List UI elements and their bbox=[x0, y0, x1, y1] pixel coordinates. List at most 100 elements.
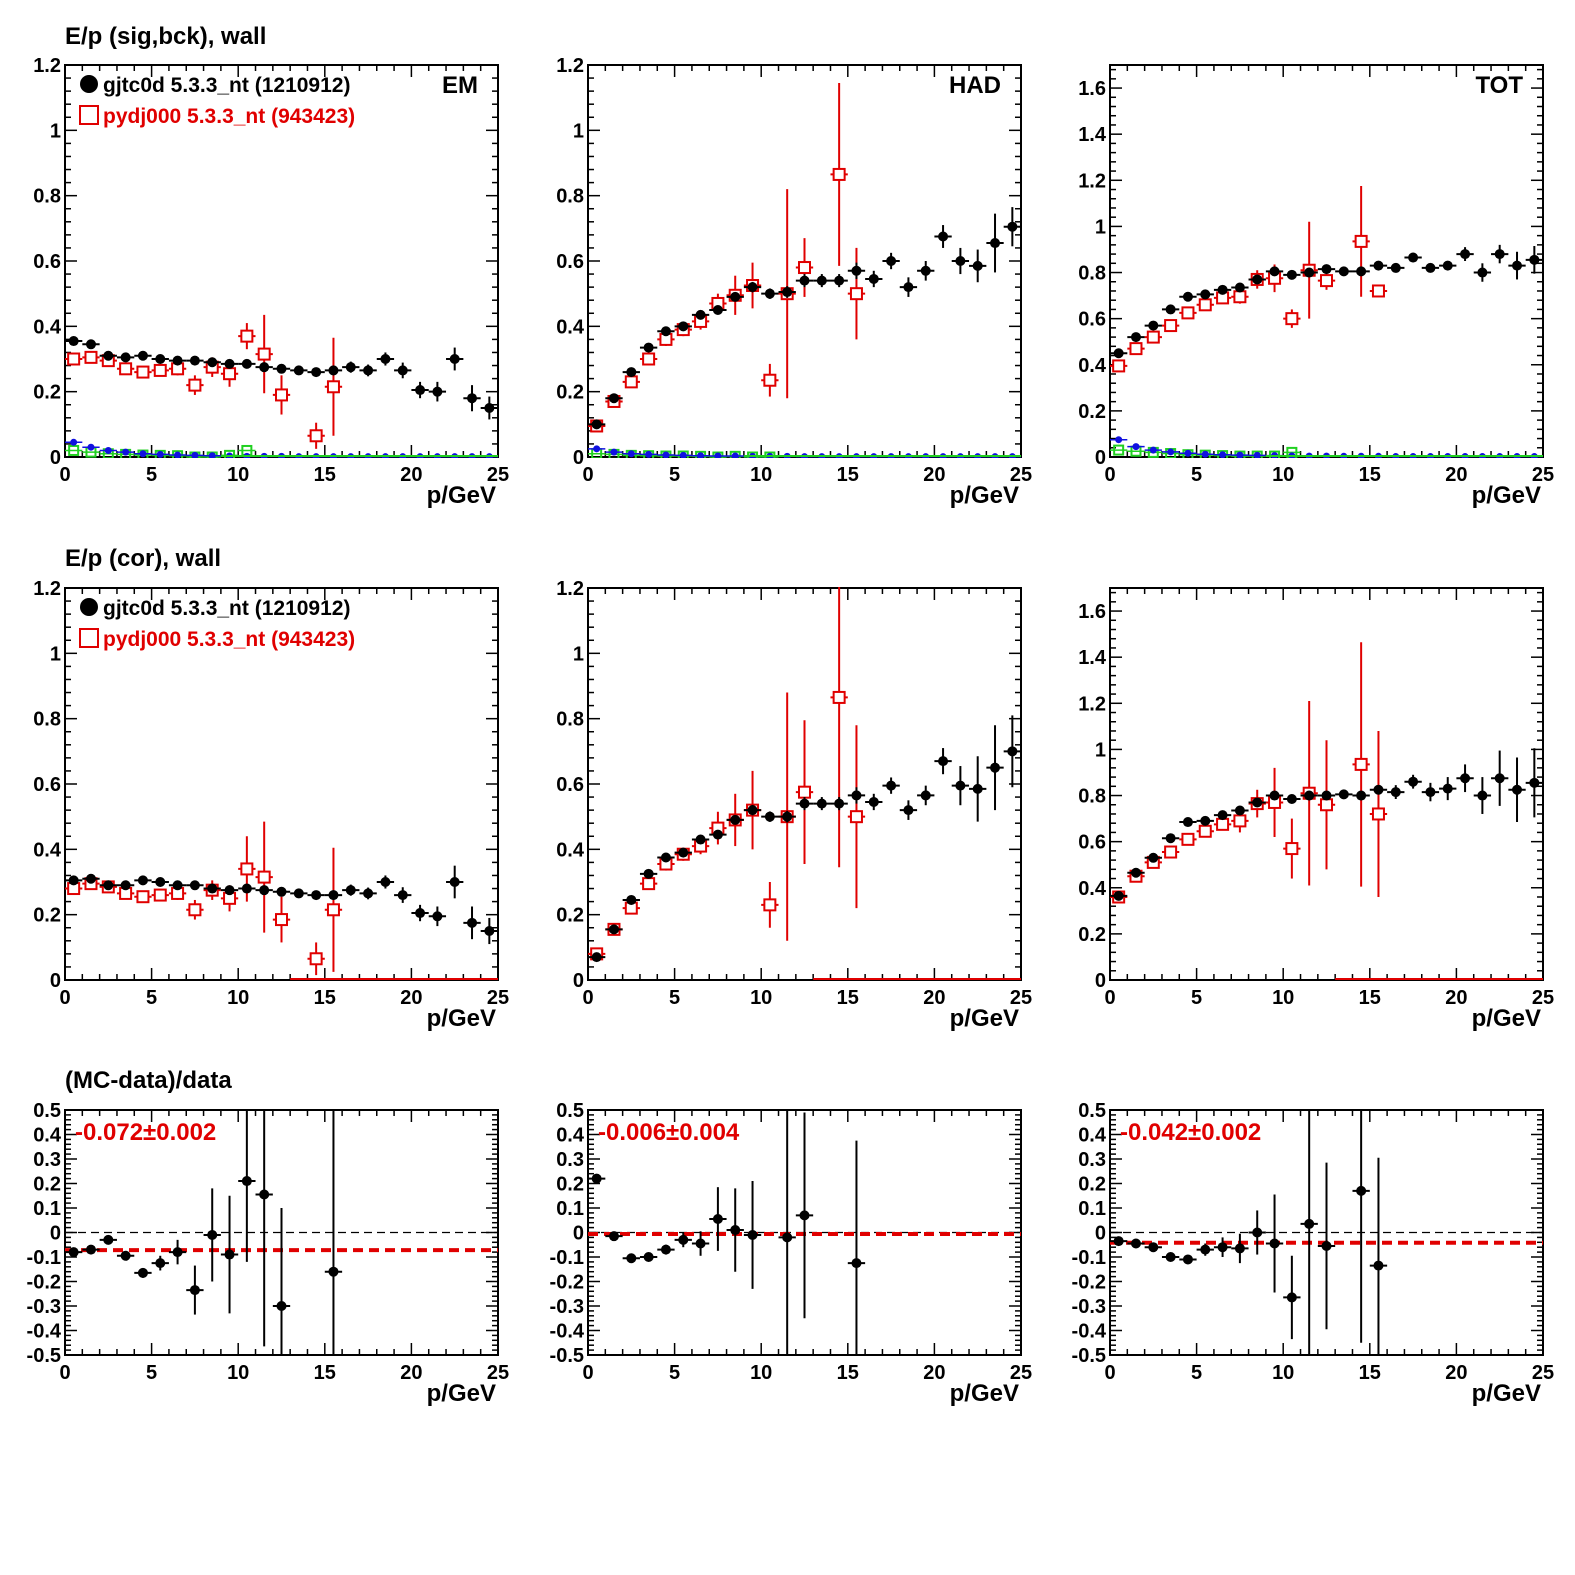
data-point bbox=[868, 273, 879, 284]
data-point bbox=[990, 238, 1001, 249]
data-point bbox=[1200, 1244, 1211, 1255]
y-tick-label: -0.5 bbox=[27, 1345, 61, 1367]
data-point bbox=[276, 886, 287, 897]
data-point bbox=[903, 282, 914, 293]
data-point bbox=[1442, 783, 1453, 794]
data-point bbox=[730, 291, 741, 302]
bck-mc-point bbox=[1199, 449, 1211, 458]
data-point bbox=[747, 805, 758, 816]
mc-point bbox=[1233, 814, 1247, 828]
data-point bbox=[276, 363, 287, 374]
y-tick-label: 1.4 bbox=[1078, 124, 1107, 146]
y-tick-label: -0.2 bbox=[550, 1272, 584, 1294]
data-point bbox=[1321, 790, 1332, 801]
y-tick-label: -0.2 bbox=[1072, 1272, 1106, 1294]
x-tick-label: 25 bbox=[1532, 1362, 1554, 1384]
data-point bbox=[747, 1229, 758, 1240]
y-tick-label: 1.2 bbox=[556, 578, 584, 600]
x-tick-label: 15 bbox=[314, 987, 336, 1009]
mc-point bbox=[763, 898, 777, 912]
data-point bbox=[467, 917, 478, 928]
data-point bbox=[1304, 267, 1315, 278]
mc-point bbox=[67, 352, 81, 366]
bck-data-point bbox=[610, 448, 618, 456]
y-tick-label: -0.3 bbox=[1072, 1296, 1106, 1318]
plot-frame bbox=[1109, 64, 1544, 458]
series-group bbox=[588, 82, 1021, 458]
x-tick-label: 25 bbox=[1010, 464, 1032, 486]
x-tick-label: 5 bbox=[669, 464, 680, 486]
fit-result-label: -0.006±0.004 bbox=[598, 1119, 740, 1146]
x-tick-label: 15 bbox=[837, 987, 859, 1009]
data-point bbox=[1477, 267, 1488, 278]
y-tick-label: 0.8 bbox=[33, 186, 61, 208]
mc-point bbox=[1354, 757, 1368, 771]
y-tick-label: 0.8 bbox=[1078, 786, 1106, 808]
data-point bbox=[207, 357, 218, 368]
y-tick-label: 1 bbox=[573, 643, 584, 665]
data-point bbox=[363, 888, 374, 899]
mc-point bbox=[309, 429, 323, 443]
y-tick-label: 0 bbox=[1095, 447, 1106, 469]
y-tick-label: 0.2 bbox=[1078, 401, 1106, 423]
y-tick-label: -0.4 bbox=[1072, 1321, 1107, 1343]
data-point bbox=[747, 282, 758, 293]
legend: gjtc0d 5.3.3_nt (1210912) pydj000 5.3.3_n… bbox=[79, 74, 355, 128]
mc-point bbox=[1181, 306, 1195, 320]
x-tick-label: 10 bbox=[227, 987, 249, 1009]
data-point bbox=[643, 1252, 654, 1262]
x-tick-label: 0 bbox=[582, 464, 593, 486]
y-tick-label: 1.2 bbox=[33, 55, 61, 77]
data-point bbox=[1425, 262, 1436, 273]
mc-point bbox=[240, 862, 254, 876]
x-axis-label: p/GeV bbox=[427, 1005, 496, 1032]
data-point bbox=[415, 908, 426, 919]
data-point bbox=[1130, 332, 1141, 343]
data-point bbox=[85, 873, 96, 884]
mc-point bbox=[119, 362, 133, 376]
y-tick-label: -0.1 bbox=[27, 1247, 61, 1269]
bck-data-point bbox=[731, 452, 739, 458]
data-point bbox=[1494, 249, 1505, 260]
y-tick-label: 0.4 bbox=[33, 1125, 62, 1147]
x-tick-label: 0 bbox=[59, 1362, 70, 1384]
data-point bbox=[1338, 266, 1349, 277]
mc-point bbox=[1129, 342, 1143, 356]
x-tick-label: 10 bbox=[1272, 987, 1294, 1009]
data-point bbox=[172, 880, 183, 891]
data-point bbox=[1460, 773, 1471, 784]
bck-data-point bbox=[70, 438, 78, 446]
y-tick-label: -0.1 bbox=[550, 1247, 584, 1269]
x-axis-label: p/GeV bbox=[950, 1005, 1019, 1032]
y-tick-label: 0.3 bbox=[556, 1149, 584, 1171]
y-tick-label: 0.4 bbox=[1078, 1125, 1107, 1147]
data-point bbox=[920, 265, 931, 276]
data-point bbox=[189, 880, 200, 891]
mc-point bbox=[136, 365, 150, 379]
data-point bbox=[1113, 890, 1124, 901]
panels-group: 0 5 10 15 20 2500.20.40.60.811.2p/GeVEMgjtc0d… bbox=[27, 55, 1555, 1407]
y-tick-label: 0 bbox=[50, 447, 61, 469]
x-tick-label: 20 bbox=[1445, 1362, 1467, 1384]
bck-data-point bbox=[1201, 450, 1209, 458]
x-tick-label: 25 bbox=[1010, 1362, 1032, 1384]
x-tick-label: 5 bbox=[146, 987, 157, 1009]
series-group bbox=[588, 587, 1021, 963]
mc-point bbox=[849, 810, 863, 824]
data-point bbox=[1217, 1242, 1228, 1253]
x-tick-label: 25 bbox=[1532, 987, 1554, 1009]
data-point bbox=[1512, 784, 1523, 795]
data-point bbox=[1529, 254, 1540, 265]
data-point bbox=[172, 355, 183, 366]
y-tick-label: 0.6 bbox=[556, 251, 584, 273]
data-point bbox=[764, 811, 775, 822]
x-tick-label: 10 bbox=[750, 464, 772, 486]
row-title-cor: E/p (cor), wall bbox=[65, 545, 221, 572]
x-tick-label: 0 bbox=[59, 987, 70, 1009]
x-tick-label: 10 bbox=[1272, 1362, 1294, 1384]
mc-point bbox=[136, 890, 150, 904]
data-point bbox=[259, 1189, 270, 1200]
y-tick-label: 1 bbox=[1095, 739, 1106, 761]
x-tick-label: 0 bbox=[59, 464, 70, 486]
data-point bbox=[782, 287, 793, 298]
